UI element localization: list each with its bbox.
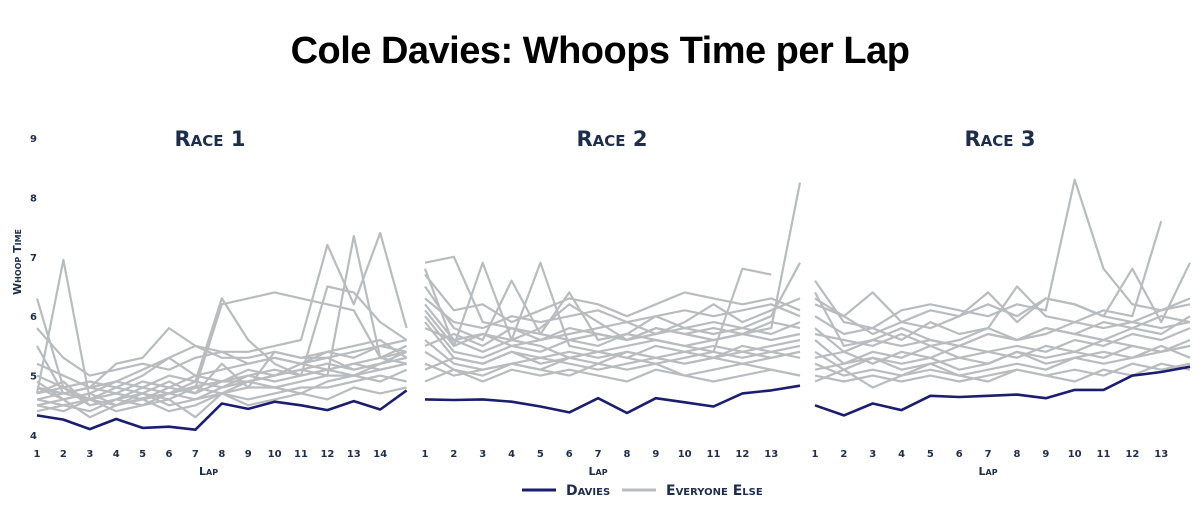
legend-others-label: Everyone Else: [666, 483, 763, 499]
x-axis-label: Lap: [199, 465, 218, 478]
series-line-everyone-else: [424, 297, 801, 330]
series-line-davies: [814, 365, 1191, 417]
y-tick-label: 6: [30, 312, 37, 323]
x-tick-label: 7: [595, 449, 602, 460]
x-tick-label: 10: [268, 449, 282, 460]
x-tick-label: 8: [1013, 449, 1020, 460]
series-line-everyone-else: [36, 362, 407, 401]
series-line-everyone-else: [36, 344, 408, 401]
x-tick-label: 5: [537, 449, 544, 460]
x-tick-label: 13: [347, 449, 361, 460]
x-axis-label: Lap: [979, 465, 998, 478]
x-tick-label: 14: [373, 449, 387, 460]
x-tick-label: 2: [840, 449, 847, 460]
x-tick-label: 6: [166, 449, 173, 460]
x-tick-label: 12: [320, 449, 334, 460]
x-tick-label: 4: [508, 449, 515, 460]
x-tick-label: 13: [764, 449, 778, 460]
x-tick-label: 5: [927, 449, 934, 460]
series-line-everyone-else: [814, 362, 1191, 383]
x-tick-label: 12: [1125, 449, 1139, 460]
x-tick-label: 11: [294, 449, 308, 460]
x-tick-label: 5: [139, 449, 146, 460]
series-line-everyone-else: [424, 350, 801, 383]
x-tick-label: 4: [113, 449, 120, 460]
series-line-davies: [424, 384, 801, 415]
series-line-everyone-else: [814, 327, 1191, 365]
y-tick-label: 5: [30, 372, 37, 383]
x-tick-label: 2: [60, 449, 67, 460]
x-tick-label: 1: [812, 449, 819, 460]
series-line-everyone-else: [36, 327, 408, 395]
series-line-everyone-else: [36, 338, 407, 413]
series-line-everyone-else: [424, 315, 801, 359]
x-tick-label: 13: [1154, 449, 1168, 460]
x-tick-label: 3: [86, 449, 93, 460]
series-line-everyone-else: [814, 262, 1191, 324]
x-tick-label: 7: [985, 449, 992, 460]
y-tick-label: 7: [30, 253, 37, 264]
series-line-everyone-else: [36, 285, 408, 389]
x-tick-label: 9: [652, 449, 659, 460]
series-line-everyone-else: [424, 321, 801, 347]
y-tick-label: 8: [30, 193, 37, 204]
x-tick-label: 8: [623, 449, 630, 460]
x-tick-label: 9: [1042, 449, 1049, 460]
panel-title: Race 3: [965, 127, 1036, 151]
series-line-everyone-else: [814, 344, 1191, 377]
y-tick-label: 4: [30, 431, 37, 442]
series-line-everyone-else: [814, 291, 1191, 336]
x-tick-label: 11: [1097, 449, 1111, 460]
series-line-everyone-else: [814, 362, 1191, 389]
x-tick-label: 7: [192, 449, 199, 460]
series-line-everyone-else: [814, 321, 1191, 347]
x-tick-label: 9: [245, 449, 252, 460]
x-tick-label: 11: [707, 449, 721, 460]
x-tick-label: 6: [956, 449, 963, 460]
panel-title: Race 2: [577, 127, 648, 151]
y-tick-label: 9: [30, 134, 37, 145]
x-axis-label: Lap: [589, 465, 608, 478]
legend-davies-label: Davies: [566, 483, 610, 499]
x-tick-label: 1: [422, 449, 429, 460]
x-tick-label: 2: [450, 449, 457, 460]
x-tick-label: 4: [898, 449, 905, 460]
series-line-everyone-else: [424, 344, 801, 371]
series-line-everyone-else: [814, 291, 1191, 347]
series-line-everyone-else: [424, 273, 801, 324]
x-tick-label: 1: [34, 449, 41, 460]
series-line-davies: [36, 389, 408, 432]
y-axis-label: Whoop Time: [11, 229, 24, 295]
x-tick-label: 6: [566, 449, 573, 460]
x-tick-label: 10: [1068, 449, 1082, 460]
series-line-everyone-else: [814, 338, 1191, 365]
x-tick-label: 3: [869, 449, 876, 460]
series-line-everyone-else: [424, 338, 801, 383]
series-line-everyone-else: [36, 344, 407, 389]
x-tick-label: 8: [218, 449, 225, 460]
x-tick-label: 10: [678, 449, 692, 460]
series-line-everyone-else: [814, 344, 1191, 371]
panel-title: Race 1: [175, 127, 246, 151]
series-line-everyone-else: [424, 350, 801, 377]
chart-title: Cole Davies: Whoops Time per Lap: [290, 30, 910, 72]
series-line-everyone-else: [35, 234, 407, 407]
series-line-everyone-else: [424, 297, 801, 347]
legend: Davies Everyone Else: [522, 483, 763, 499]
x-tick-label: 3: [479, 449, 486, 460]
x-tick-label: 12: [735, 449, 749, 460]
